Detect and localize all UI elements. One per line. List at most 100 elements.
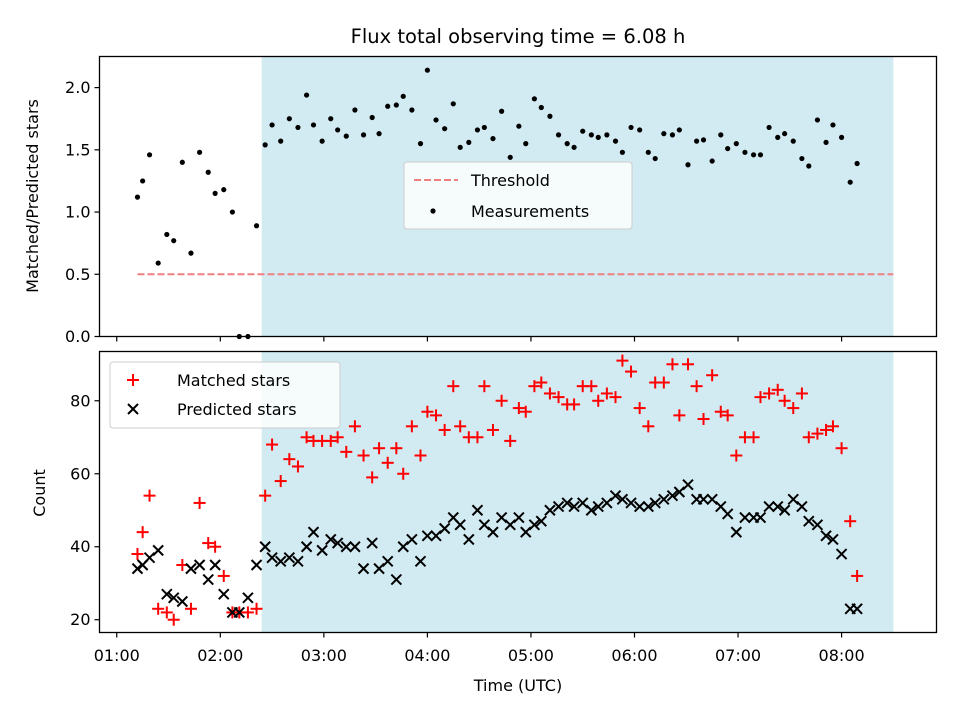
predicted-star-point bbox=[633, 500, 646, 513]
measurement-point bbox=[538, 104, 544, 111]
measurement-point bbox=[352, 107, 358, 113]
predicted-star-point bbox=[381, 555, 394, 568]
x-tick-label: 02:00 bbox=[197, 646, 243, 665]
predicted-star-point bbox=[528, 519, 541, 531]
predicted-star-point bbox=[414, 555, 427, 568]
predicted-star-point bbox=[811, 519, 824, 531]
predicted-star-point bbox=[471, 504, 484, 516]
measurement-point bbox=[531, 96, 537, 102]
x-axis-label: Time (UTC) bbox=[473, 676, 562, 695]
predicted-star-point bbox=[366, 537, 378, 549]
bottom-legend: Matched stars Predicted stars bbox=[109, 361, 341, 429]
matched-star-point bbox=[844, 515, 857, 528]
predicted-star-point bbox=[463, 533, 475, 546]
predicted-star-point bbox=[658, 493, 670, 506]
top-legend: Threshold Measurements bbox=[403, 161, 633, 230]
measurement-point bbox=[547, 113, 553, 119]
matched-star-point bbox=[348, 420, 361, 433]
top-y-tick-label: 1.5 bbox=[65, 140, 90, 159]
matched-star-point bbox=[167, 613, 180, 626]
top-legend-box bbox=[403, 161, 633, 230]
predicted-star-point bbox=[193, 559, 206, 571]
measurement-point bbox=[262, 142, 268, 148]
matched-star-point bbox=[291, 460, 304, 473]
predicted-star-point bbox=[185, 562, 197, 575]
measurement-point bbox=[790, 138, 796, 144]
predicted-star-point bbox=[176, 595, 189, 608]
chart-title: Flux total observing time = 6.08 h bbox=[351, 25, 686, 48]
matched-star-point bbox=[471, 431, 484, 444]
matched-star-point bbox=[266, 438, 279, 451]
matched-star-point bbox=[552, 391, 565, 404]
predicted-star-point bbox=[454, 519, 466, 531]
measurements-legend-marker bbox=[430, 208, 436, 214]
predicted-star-point bbox=[406, 533, 418, 546]
measurement-point bbox=[409, 107, 415, 113]
predicted-stars-legend-label: Predicted stars bbox=[177, 400, 297, 419]
matched-star-point bbox=[421, 405, 434, 418]
predicted-star-point bbox=[730, 526, 743, 538]
matched-star-point bbox=[160, 606, 173, 619]
predicted-star-point bbox=[283, 551, 296, 564]
measurement-point bbox=[466, 139, 472, 145]
predicted-star-point bbox=[390, 573, 403, 586]
measurement-point bbox=[669, 132, 676, 138]
predicted-star-point bbox=[487, 526, 499, 538]
top-y-tick-label: 0.0 bbox=[65, 327, 90, 346]
measurement-point bbox=[799, 155, 805, 162]
measurement-point bbox=[253, 223, 260, 229]
measurement-point bbox=[490, 136, 496, 142]
measurement-point bbox=[555, 132, 562, 138]
measurement-point bbox=[612, 138, 619, 144]
x-tick-label: 08:00 bbox=[819, 646, 865, 665]
predicted-star-point bbox=[851, 603, 863, 615]
bottom-y-tick-label: 80 bbox=[70, 391, 90, 410]
matched-star-point bbox=[397, 467, 410, 480]
measurement-point bbox=[507, 154, 513, 160]
predicted-star-point bbox=[349, 541, 361, 553]
predicted-star-point bbox=[763, 500, 775, 513]
top-y-axis-label: Matched/Predicted stars bbox=[23, 99, 42, 293]
matched-star-point bbox=[504, 434, 517, 447]
measurement-point bbox=[709, 158, 715, 164]
matched-stars-legend-label: Matched stars bbox=[177, 371, 290, 390]
top-axes-frame bbox=[98, 55, 938, 338]
predicted-star-point bbox=[616, 493, 629, 506]
measurement-point bbox=[188, 250, 194, 256]
predicted-star-point bbox=[357, 562, 370, 575]
measurement-point bbox=[564, 141, 570, 147]
matched-star-point bbox=[642, 420, 655, 433]
measurement-point bbox=[155, 260, 161, 266]
predicted-star-point bbox=[754, 511, 767, 524]
matched-star-point bbox=[324, 434, 337, 447]
measurement-point bbox=[474, 127, 481, 133]
predicted-star-point bbox=[739, 511, 751, 524]
matched-star-point bbox=[430, 409, 443, 422]
matched-star-point bbox=[600, 387, 613, 400]
matched-star-point bbox=[495, 394, 508, 407]
matched-star-point bbox=[835, 442, 848, 455]
x-tick-label: 03:00 bbox=[301, 646, 347, 665]
measurement-point bbox=[806, 163, 812, 169]
predicted-star-point bbox=[168, 592, 180, 604]
measurement-point bbox=[417, 141, 424, 147]
predicted-star-point bbox=[250, 559, 263, 571]
measurement-point bbox=[343, 133, 349, 139]
matched-star-point bbox=[730, 449, 743, 462]
predicted-star-point bbox=[513, 511, 525, 524]
matched-star-point bbox=[754, 391, 767, 404]
measurement-point bbox=[685, 162, 691, 168]
matched-star-point bbox=[519, 405, 532, 418]
predicted-star-point bbox=[803, 515, 815, 527]
matched-star-point bbox=[283, 453, 296, 466]
bottom-axes-frame bbox=[98, 350, 938, 634]
predicted-star-point bbox=[609, 489, 622, 502]
predicted-star-point bbox=[242, 592, 254, 604]
matched-star-point bbox=[259, 489, 272, 502]
predicted-star-point bbox=[697, 493, 710, 506]
matched-star-point bbox=[714, 405, 727, 418]
matched-star-point bbox=[447, 380, 460, 393]
matched-star-point bbox=[405, 420, 418, 433]
predicted-star-point bbox=[325, 533, 337, 546]
measurement-point bbox=[310, 122, 317, 128]
